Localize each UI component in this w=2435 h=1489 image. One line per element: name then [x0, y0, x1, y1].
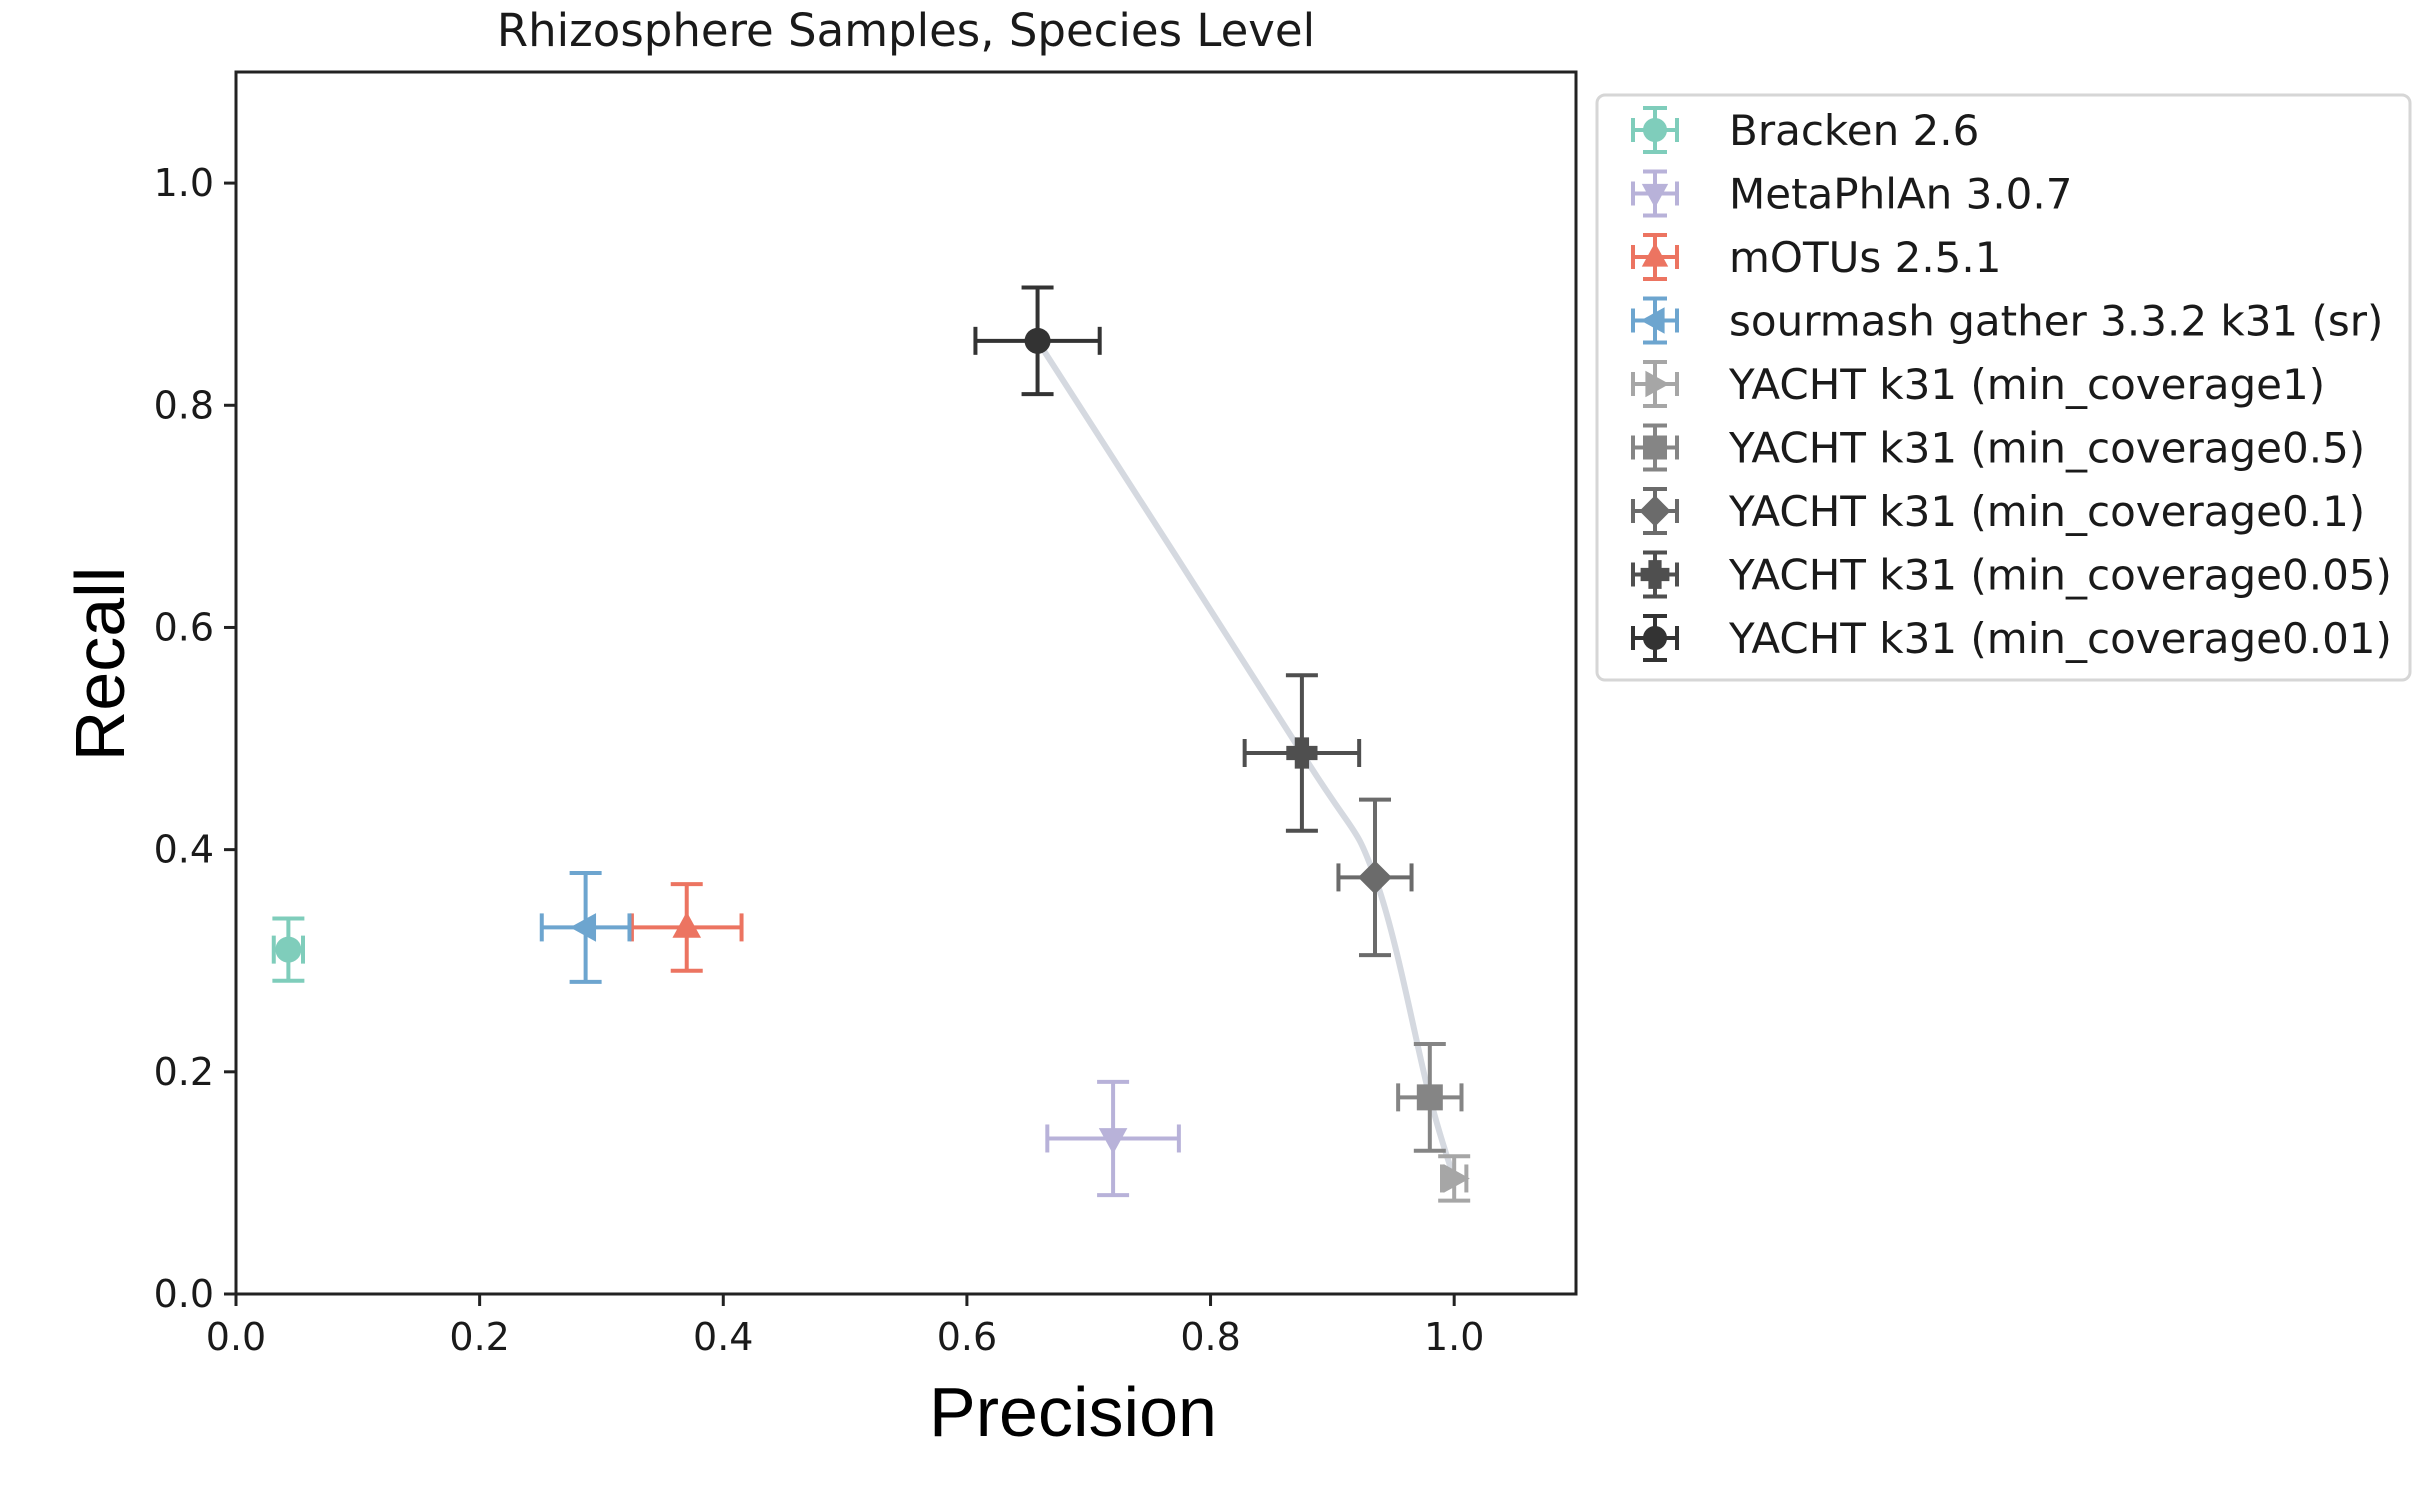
- plot-frame: [234, 70, 1578, 1296]
- legend: Bracken 2.6 MetaPhlAn 3.0.7 mOTUs 2.5.1 sou…: [1595, 93, 2412, 682]
- point-marker: [1443, 1164, 1470, 1193]
- x-axis-label: Precision: [929, 1373, 1217, 1451]
- chart-title: Rhizosphere Samples, Species Level: [497, 4, 1315, 57]
- legend-item: MetaPhlAn 3.0.7: [1631, 169, 2072, 219]
- data-point: [629, 882, 744, 973]
- data-point: [1336, 797, 1414, 958]
- legend-label: YACHT k31 (min_coverage0.5): [1728, 424, 2365, 473]
- legend-marker: [1643, 626, 1667, 650]
- y-tick-label: 0.2: [154, 1050, 214, 1094]
- y-axis-label: Recall: [61, 567, 139, 762]
- legend-marker: [1643, 118, 1667, 142]
- point-marker: [1024, 327, 1051, 354]
- y-tick-label: 0.0: [154, 1272, 214, 1316]
- legend-label: YACHT k31 (min_coverage0.05): [1728, 551, 2392, 600]
- legend-item: YACHT k31 (min_coverage0.05): [1631, 550, 2392, 600]
- legend-item: YACHT k31 (min_coverage1): [1631, 360, 2325, 409]
- x-tick-label: 0.8: [1180, 1315, 1240, 1359]
- point-marker: [1358, 860, 1392, 895]
- data-point: [1242, 673, 1362, 833]
- legend-label: Bracken 2.6: [1729, 106, 1979, 155]
- y-tick-label: 0.6: [154, 605, 214, 649]
- point-marker: [1286, 737, 1318, 769]
- data-point: [973, 285, 1102, 397]
- legend-item: sourmash gather 3.3.2 k31 (sr): [1631, 296, 2383, 346]
- plot-area: [234, 70, 1578, 1296]
- legend-marker: [1641, 183, 1669, 208]
- y-tick-label: 1.0: [154, 161, 214, 205]
- legend-marker: [1640, 560, 1670, 589]
- legend-marker: [1639, 495, 1671, 527]
- legend-item: Bracken 2.6: [1631, 106, 1979, 155]
- y-tick-label: 0.4: [154, 828, 214, 872]
- y-axis-ticks: 0.0 0.2 0.4 0.6 0.8 1.0: [154, 161, 236, 1316]
- legend-label: YACHT k31 (min_coverage1): [1728, 360, 2325, 409]
- x-tick-label: 0.0: [206, 1315, 266, 1359]
- point-marker: [1098, 1128, 1128, 1155]
- x-axis-ticks: 0.0 0.2 0.4 0.6 0.8 1.0: [206, 1294, 1484, 1359]
- legend-item: YACHT k31 (min_coverage0.5): [1631, 423, 2365, 473]
- legend-label: sourmash gather 3.3.2 k31 (sr): [1729, 297, 2383, 346]
- legend-item: YACHT k31 (min_coverage0.01): [1631, 614, 2392, 663]
- data-point: [1438, 1154, 1471, 1203]
- y-tick-label: 0.8: [154, 383, 214, 427]
- legend-marker: [1643, 435, 1667, 460]
- legend-label: mOTUs 2.5.1: [1729, 233, 2001, 282]
- legend-label: YACHT k31 (min_coverage0.1): [1728, 487, 2365, 536]
- legend-marker: [1641, 242, 1669, 267]
- legend-item: YACHT k31 (min_coverage0.1): [1631, 487, 2365, 536]
- point-marker: [275, 936, 302, 963]
- x-tick-label: 1.0: [1424, 1315, 1484, 1359]
- data-point: [539, 870, 632, 984]
- legend-frame: [1595, 93, 2412, 682]
- legend-label: YACHT k31 (min_coverage0.01): [1728, 614, 2392, 663]
- x-tick-label: 0.6: [937, 1315, 997, 1359]
- x-tick-label: 0.2: [449, 1315, 509, 1359]
- data-point: [271, 916, 305, 983]
- legend-item: mOTUs 2.5.1: [1631, 233, 2001, 282]
- point-marker: [570, 913, 597, 942]
- x-tick-label: 0.4: [693, 1315, 753, 1359]
- legend-marker: [1645, 370, 1670, 398]
- legend-label: MetaPhlAn 3.0.7: [1729, 170, 2072, 219]
- data-point: [1396, 1042, 1464, 1153]
- point-marker: [1416, 1084, 1443, 1111]
- legend-marker: [1640, 307, 1665, 334]
- point-marker: [672, 911, 702, 938]
- data-points-layer: [271, 285, 1471, 1203]
- data-point: [1045, 1079, 1181, 1198]
